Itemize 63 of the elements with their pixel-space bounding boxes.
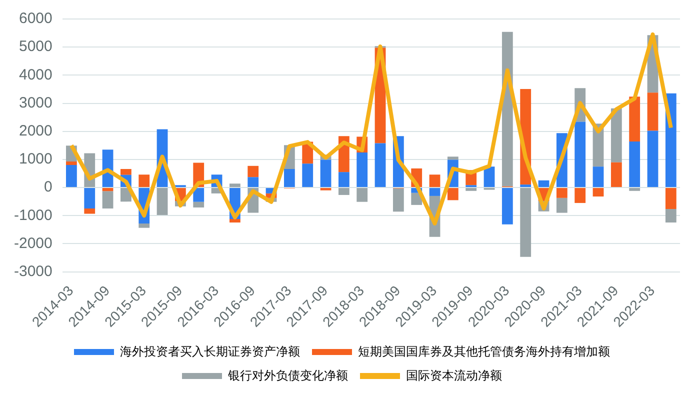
bar [356, 188, 368, 202]
bar [665, 209, 676, 222]
y-tick-label: -3000 [14, 262, 52, 280]
bar [610, 108, 622, 162]
y-tick-label: -1000 [14, 206, 52, 224]
bar [102, 191, 114, 208]
bar [429, 188, 440, 196]
bar [248, 177, 259, 188]
bar [610, 162, 622, 188]
y-tick-label: 5000 [18, 38, 52, 56]
legend-label: 短期美国国库券及其他托管债务海外持有增加额 [358, 344, 610, 358]
bar [556, 188, 568, 198]
bar [665, 188, 676, 210]
bar [574, 122, 586, 188]
y-tick-label: 2000 [18, 122, 52, 140]
bar [120, 168, 132, 175]
bar [374, 143, 386, 188]
bar [66, 162, 77, 166]
bar [520, 184, 532, 188]
bar [84, 208, 96, 214]
bar [138, 223, 150, 228]
y-tick-label: 6000 [18, 10, 52, 28]
bar [302, 164, 314, 188]
bar [193, 188, 204, 202]
bar [447, 188, 458, 200]
bar [647, 92, 658, 131]
bar [502, 188, 513, 224]
bar [592, 188, 604, 197]
bar [338, 172, 350, 188]
bar [102, 188, 114, 192]
bar [392, 188, 404, 212]
bar [647, 130, 658, 188]
bar [84, 188, 96, 208]
bar [574, 188, 586, 203]
bar [320, 160, 332, 188]
bar [520, 188, 532, 257]
bar [193, 202, 204, 208]
bar [229, 184, 240, 188]
bar [447, 156, 458, 160]
bar [466, 188, 477, 191]
bar [248, 166, 259, 178]
bar [138, 174, 150, 188]
y-tick-label: 3000 [18, 94, 52, 112]
bar [556, 198, 568, 213]
legend-label: 国际资本流动净额 [406, 368, 502, 382]
legend-label: 银行对外负债变化净额 [227, 368, 348, 382]
bar [156, 188, 168, 216]
bar [429, 174, 440, 188]
y-tick-label: 4000 [18, 66, 52, 84]
bar [338, 188, 350, 195]
bar [356, 152, 368, 188]
bar [629, 96, 640, 142]
legend-label: 海外投资者买入长期证券资产净额 [120, 344, 300, 358]
bar [66, 165, 77, 188]
y-tick-label: 0 [44, 178, 52, 196]
bar [592, 166, 604, 188]
y-tick-label: 1000 [18, 150, 52, 168]
bar [538, 180, 550, 188]
y-tick-label: -2000 [14, 234, 52, 252]
bar [629, 188, 640, 191]
bar [229, 218, 240, 222]
bar [629, 141, 640, 188]
bar [284, 168, 295, 188]
